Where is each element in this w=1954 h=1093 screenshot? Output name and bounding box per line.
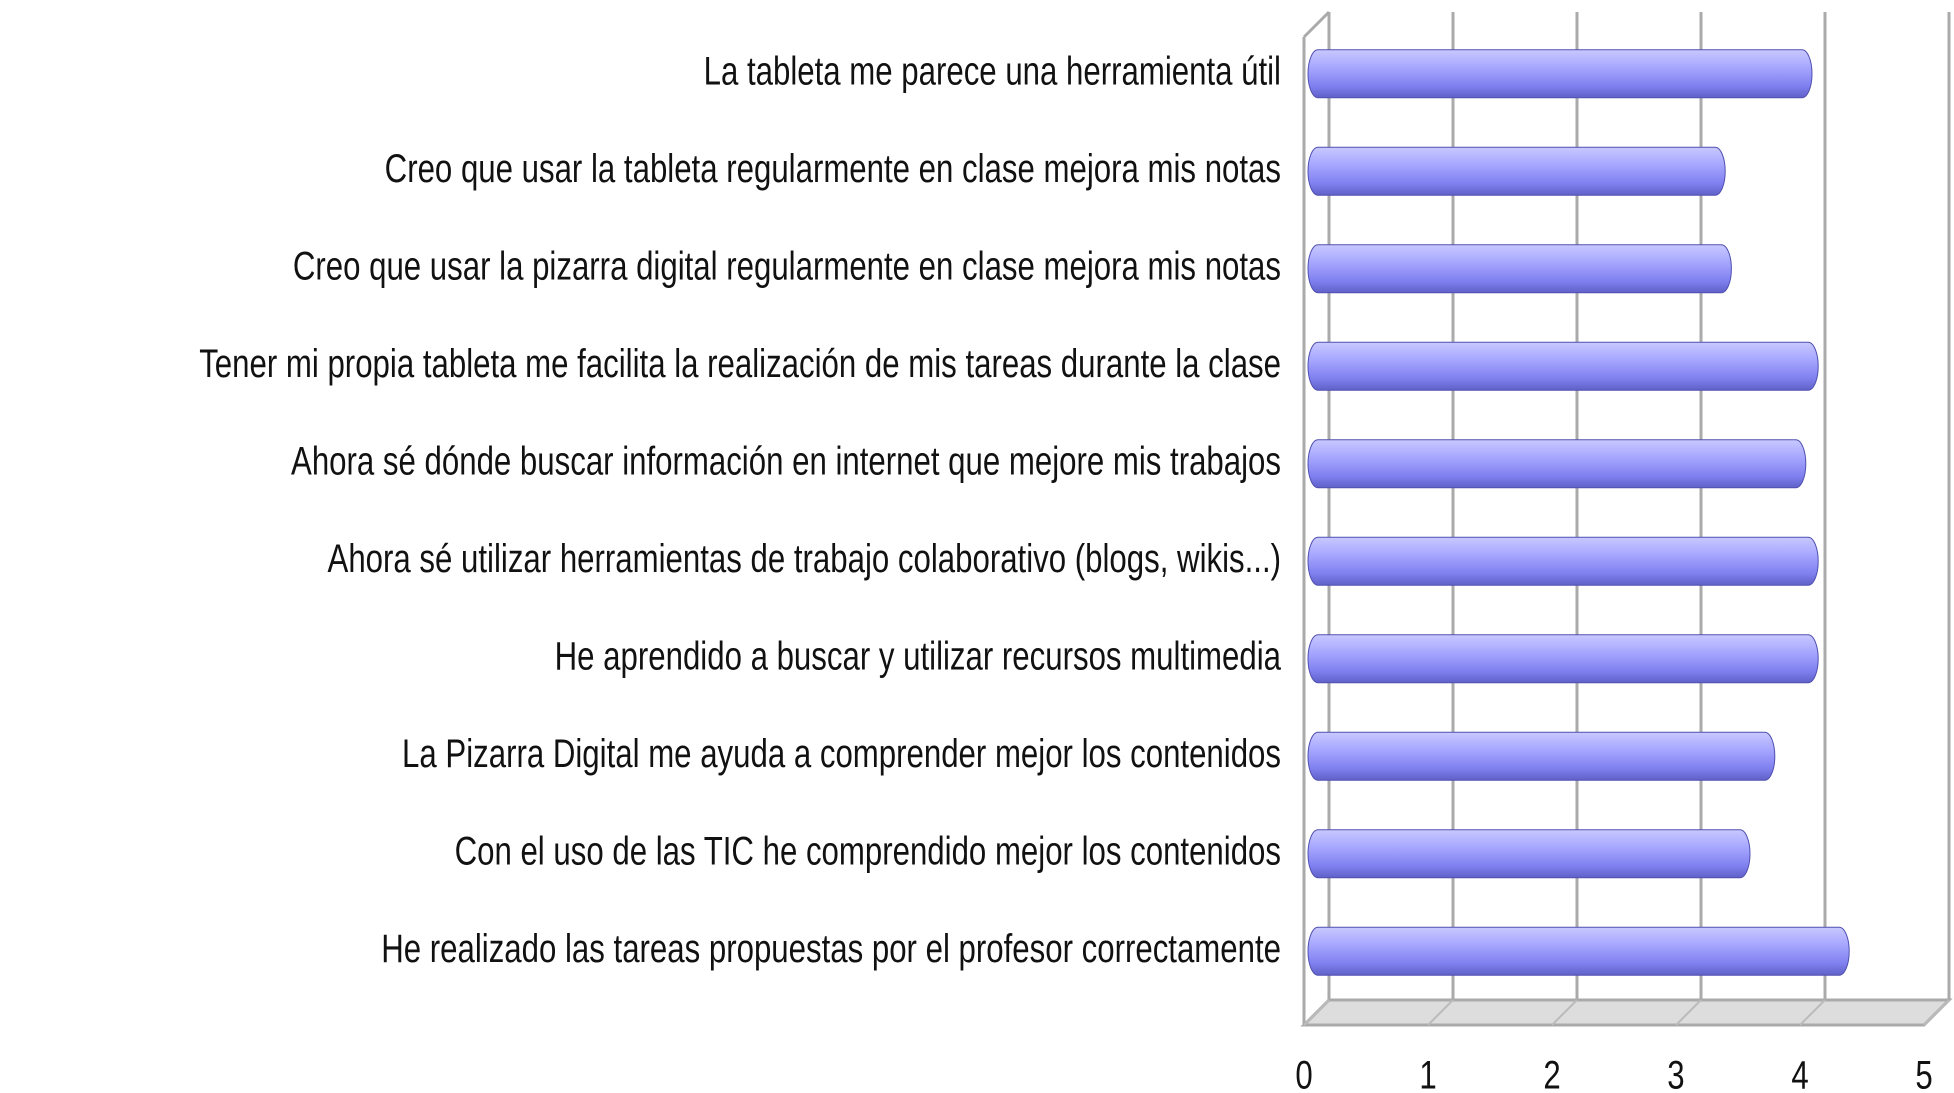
grid-line (1799, 999, 1826, 1026)
x-tick-label: 5 (1915, 1053, 1932, 1093)
bar (1307, 49, 1813, 99)
y-tick-label: Creo que usar la pizarra digital regular… (293, 244, 1281, 289)
grid-line (1551, 999, 1578, 1026)
y-tick-label: Ahora sé utilizar herramientas de trabaj… (328, 536, 1281, 581)
x-tick-label: 1 (1419, 1053, 1436, 1093)
bar (1307, 341, 1819, 391)
bar (1307, 926, 1850, 976)
bar (1307, 439, 1807, 489)
y-tick-label: Creo que usar la tableta regularmente en… (385, 146, 1281, 191)
bar (1307, 244, 1732, 294)
grid-line (1675, 999, 1702, 1026)
bar (1307, 731, 1776, 781)
grid-line (1303, 999, 1330, 1026)
bar (1307, 829, 1751, 879)
y-tick-label: La Pizarra Digital me ayuda a comprender… (402, 731, 1281, 776)
grid-line (1427, 999, 1454, 1026)
x-tick-label: 0 (1295, 1053, 1312, 1093)
bar (1307, 536, 1819, 586)
y-tick-label: He realizado las tareas propuestas por e… (381, 926, 1281, 971)
y-tick-label: Tener mi propia tableta me facilita la r… (199, 341, 1281, 386)
x-tick-label: 4 (1791, 1053, 1808, 1093)
bar (1307, 146, 1726, 196)
x-tick-label: 2 (1543, 1053, 1560, 1093)
x-tick-label: 3 (1667, 1053, 1684, 1093)
category-labels: La tableta me parece una herramienta úti… (199, 49, 1281, 971)
y-tick-label: He aprendido a buscar y utilizar recurso… (555, 634, 1281, 679)
grid-line (1923, 999, 1950, 1026)
y-tick-label: Con el uso de las TIC he comprendido mej… (455, 829, 1281, 874)
y-tick-label: La tableta me parece una herramienta úti… (704, 49, 1281, 94)
y-tick-label: Ahora sé dónde buscar información en int… (291, 439, 1281, 484)
bar (1307, 634, 1819, 684)
